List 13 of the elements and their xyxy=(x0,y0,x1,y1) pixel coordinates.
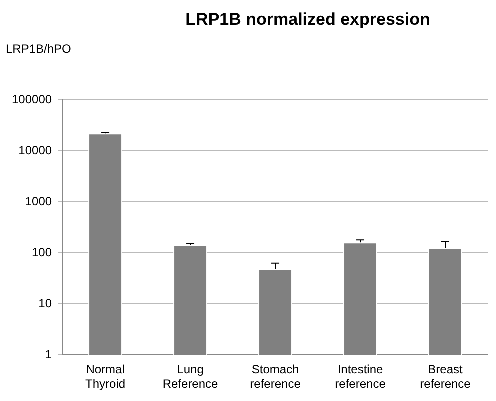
chart-title: LRP1B normalized expression xyxy=(184,10,432,30)
y-tick-label: 10000 xyxy=(18,143,52,158)
y-tick-label: 1000 xyxy=(25,194,52,208)
y-axis-title: LRP1B/hPO xyxy=(6,42,72,56)
x-tick-label: Intestine reference xyxy=(335,362,386,392)
x-tick-label: Normal Thyroid xyxy=(86,362,126,392)
y-tick-label: 100000 xyxy=(12,92,52,106)
x-tick-label: Stomach reference xyxy=(250,362,302,392)
x-tick-label: Lung Reference xyxy=(162,362,219,392)
x-tick-label: Breast reference xyxy=(420,362,472,392)
y-tick-label: 10 xyxy=(38,296,52,310)
y-tick-label: 1 xyxy=(45,348,52,362)
y-tick-label: 100 xyxy=(32,245,52,260)
